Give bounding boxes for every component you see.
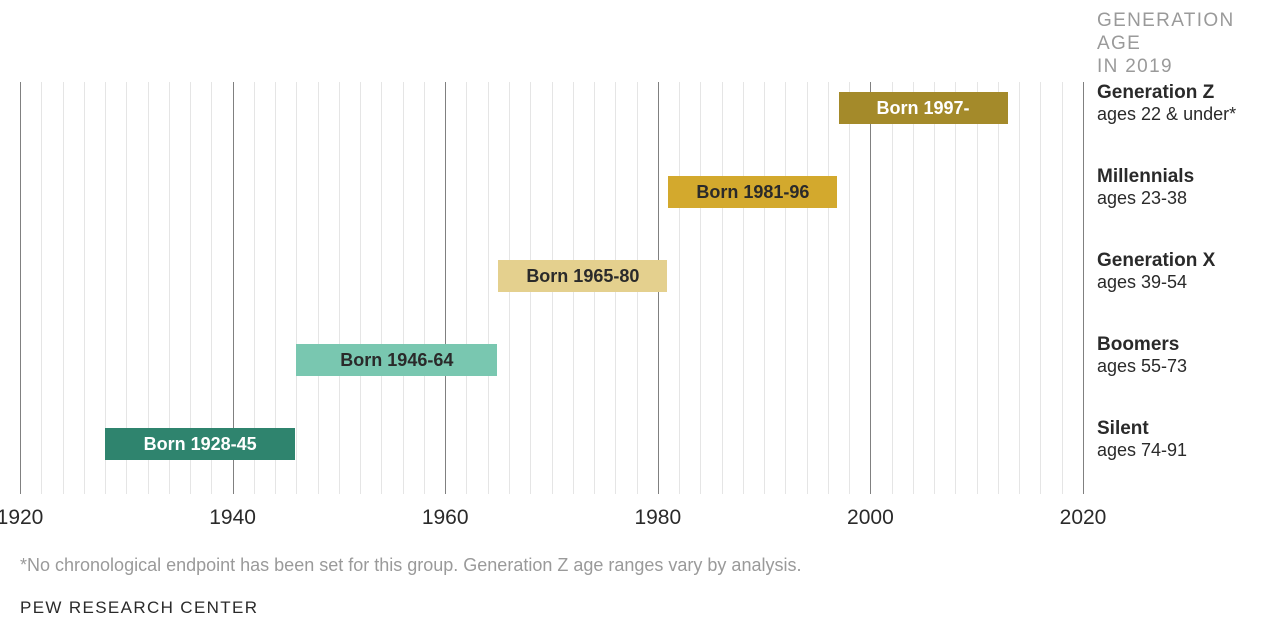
plot-area: Born 1928-45 Born 1946-64 Born 1965-80 Born…	[20, 82, 1083, 494]
generation-name: Boomers	[1097, 334, 1187, 356]
gridline-minor	[998, 82, 999, 494]
right-label-millennials: Millennialsages 23-38	[1097, 166, 1194, 209]
x-tick-label: 2020	[1060, 506, 1107, 530]
gridline-minor	[913, 82, 914, 494]
gridline-minor	[1062, 82, 1063, 494]
gridline-major	[20, 82, 21, 494]
gridline-minor	[977, 82, 978, 494]
generation-ages: ages 22 & under*	[1097, 104, 1236, 125]
header-line1: GENERATION AGE	[1097, 10, 1235, 54]
gridline-minor	[764, 82, 765, 494]
gridline-minor	[679, 82, 680, 494]
footnote-text: *No chronological endpoint has been set …	[20, 555, 801, 576]
chart-container: GENERATION AGE IN 2019 Born 1928-45Born …	[0, 0, 1281, 626]
gridline-minor	[424, 82, 425, 494]
gridline-minor	[1040, 82, 1041, 494]
x-tick-label: 1960	[422, 506, 469, 530]
gridline-minor	[934, 82, 935, 494]
gridline-minor	[466, 82, 467, 494]
gridline-minor	[700, 82, 701, 494]
generation-ages: ages 39-54	[1097, 272, 1215, 293]
gridline-minor	[1019, 82, 1020, 494]
header-label: GENERATION AGE IN 2019	[1097, 10, 1281, 78]
generation-ages: ages 23-38	[1097, 188, 1194, 209]
gridline-minor	[955, 82, 956, 494]
gridline-minor	[318, 82, 319, 494]
generation-ages: ages 55-73	[1097, 356, 1187, 377]
bar-genx: Born 1965-80	[498, 260, 667, 292]
gridline-major	[1083, 82, 1084, 494]
x-tick-label: 1940	[209, 506, 256, 530]
gridline-minor	[785, 82, 786, 494]
gridline-minor	[41, 82, 42, 494]
generation-ages: ages 74-91	[1097, 440, 1187, 461]
gridline-minor	[807, 82, 808, 494]
source-text: PEW RESEARCH CENTER	[20, 598, 258, 618]
right-label-silent: Silentages 74-91	[1097, 418, 1187, 461]
gridline-minor	[488, 82, 489, 494]
x-tick-label: 2000	[847, 506, 894, 530]
generation-name: Silent	[1097, 418, 1187, 440]
x-tick-label: 1920	[0, 506, 43, 530]
gridline-minor	[743, 82, 744, 494]
gridline-minor	[892, 82, 893, 494]
gridline-minor	[296, 82, 297, 494]
right-label-genx: Generation Xages 39-54	[1097, 250, 1215, 293]
gridline-minor	[381, 82, 382, 494]
right-label-boomers: Boomersages 55-73	[1097, 334, 1187, 377]
gridline-minor	[63, 82, 64, 494]
bar-genz: Born 1997-	[839, 92, 1008, 124]
bar-boomers: Born 1946-64	[296, 344, 497, 376]
gridline-major	[870, 82, 871, 494]
gridline-major	[445, 82, 446, 494]
gridline-minor	[722, 82, 723, 494]
right-label-genz: Generation Zages 22 & under*	[1097, 82, 1236, 125]
generation-name: Generation X	[1097, 250, 1215, 272]
gridline-minor	[828, 82, 829, 494]
bar-silent: Born 1928-45	[105, 428, 295, 460]
header-line2: IN 2019	[1097, 56, 1173, 77]
gridline-minor	[360, 82, 361, 494]
gridline-minor	[403, 82, 404, 494]
bar-millennials: Born 1981-96	[668, 176, 837, 208]
gridline-minor	[84, 82, 85, 494]
generation-name: Millennials	[1097, 166, 1194, 188]
gridline-minor	[849, 82, 850, 494]
x-tick-label: 1980	[634, 506, 681, 530]
generation-name: Generation Z	[1097, 82, 1236, 104]
gridline-minor	[339, 82, 340, 494]
